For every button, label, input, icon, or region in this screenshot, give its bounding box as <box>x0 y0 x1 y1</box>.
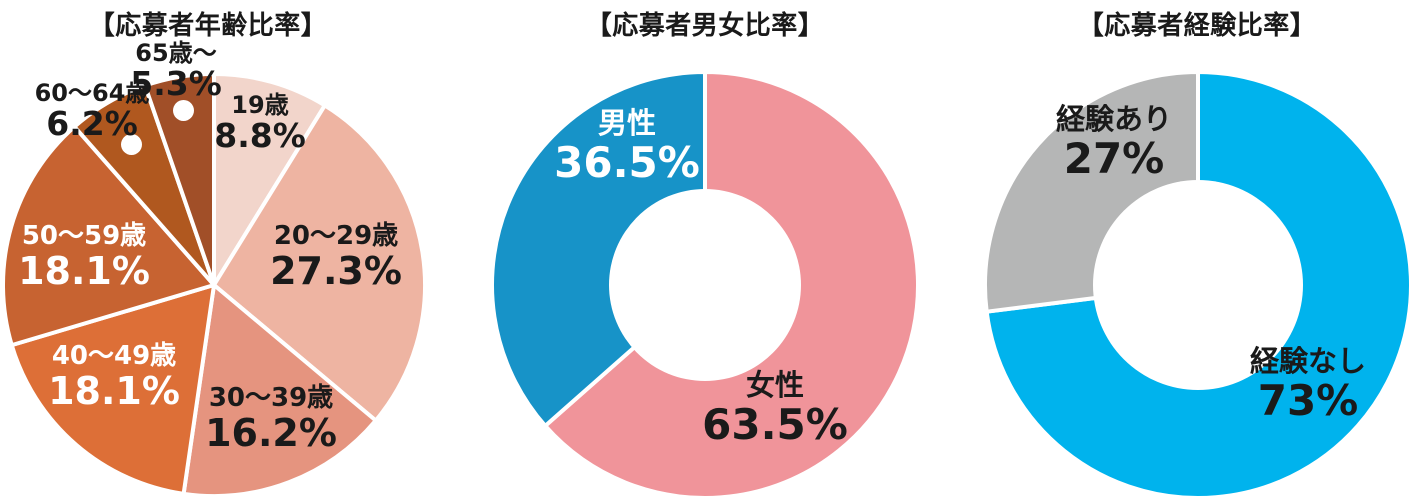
slice-name: 60～64歳 <box>34 79 150 107</box>
slice-label-19: 19歳 8.8% <box>195 92 325 155</box>
slice-name: 経験なし <box>1249 344 1366 378</box>
donut-hole <box>609 189 801 381</box>
slice-value: 5.3% <box>130 64 222 104</box>
age-chart-title: 【応募者年齢比率】 <box>88 11 328 41</box>
experience-chart-title: 【応募者経験比率】 <box>1077 11 1317 41</box>
slice-label-female: 女性 63.5% <box>665 368 885 449</box>
pie-slice-男性 <box>490 70 707 428</box>
slice-value: 18.1% <box>48 368 180 413</box>
slice-name: 女性 <box>745 368 804 402</box>
slice-value: 16.2% <box>205 410 337 455</box>
pie-slice-30～39歳 <box>181 283 378 498</box>
slice-label-50-59: 50～59歳 18.1% <box>0 222 174 292</box>
pie-slice-20～29歳 <box>212 103 427 423</box>
gender-donut <box>490 70 920 500</box>
slice-name: 男性 <box>597 106 656 140</box>
slice-name: 19歳 <box>231 91 289 119</box>
slice-label-20-29: 20～29歳 27.3% <box>246 222 426 292</box>
slice-value: 63.5% <box>702 399 848 449</box>
slice-value: 27.3% <box>270 248 402 293</box>
slice-value: 18.1% <box>18 248 150 293</box>
donut-hole <box>1093 180 1303 390</box>
leader-dot-60-64-icon <box>121 134 142 155</box>
slice-value: 36.5% <box>554 137 700 187</box>
slice-name: 50～59歳 <box>21 221 147 251</box>
experience-donut <box>983 70 1413 500</box>
pie-slice-50～59歳 <box>1 124 216 348</box>
slice-value: 6.2% <box>46 104 138 144</box>
pie-slice-40～49歳 <box>9 283 216 496</box>
leader-dot-65plus-icon <box>173 100 194 121</box>
slice-label-65plus: 65歳～ 5.3% <box>101 40 251 103</box>
slice-name: 経験あり <box>1055 102 1172 136</box>
slice-label-male: 男性 36.5% <box>517 106 737 187</box>
pie-slice-65歳～ <box>143 72 216 287</box>
slice-name: 40～49歳 <box>51 341 177 371</box>
age-pie <box>1 72 427 498</box>
slice-value: 8.8% <box>214 116 306 156</box>
slice-label-30-39: 30～39歳 16.2% <box>181 384 361 454</box>
slice-name: 20～29歳 <box>273 221 399 251</box>
slice-value: 73% <box>1257 375 1359 425</box>
slice-label-no-experience: 経験なし 73% <box>1198 344 1418 425</box>
pie-slice-19歳 <box>212 72 327 287</box>
gender-chart-title: 【応募者男女比率】 <box>585 11 825 41</box>
slice-label-60-64: 60～64歳 6.2% <box>7 80 177 143</box>
slice-name: 65歳～ <box>135 39 217 67</box>
slice-label-40-49: 40～49歳 18.1% <box>24 342 204 412</box>
slice-label-experienced: 経験あり 27% <box>1004 102 1224 183</box>
slice-value: 27% <box>1063 133 1165 183</box>
slice-name: 30～39歳 <box>208 383 334 413</box>
